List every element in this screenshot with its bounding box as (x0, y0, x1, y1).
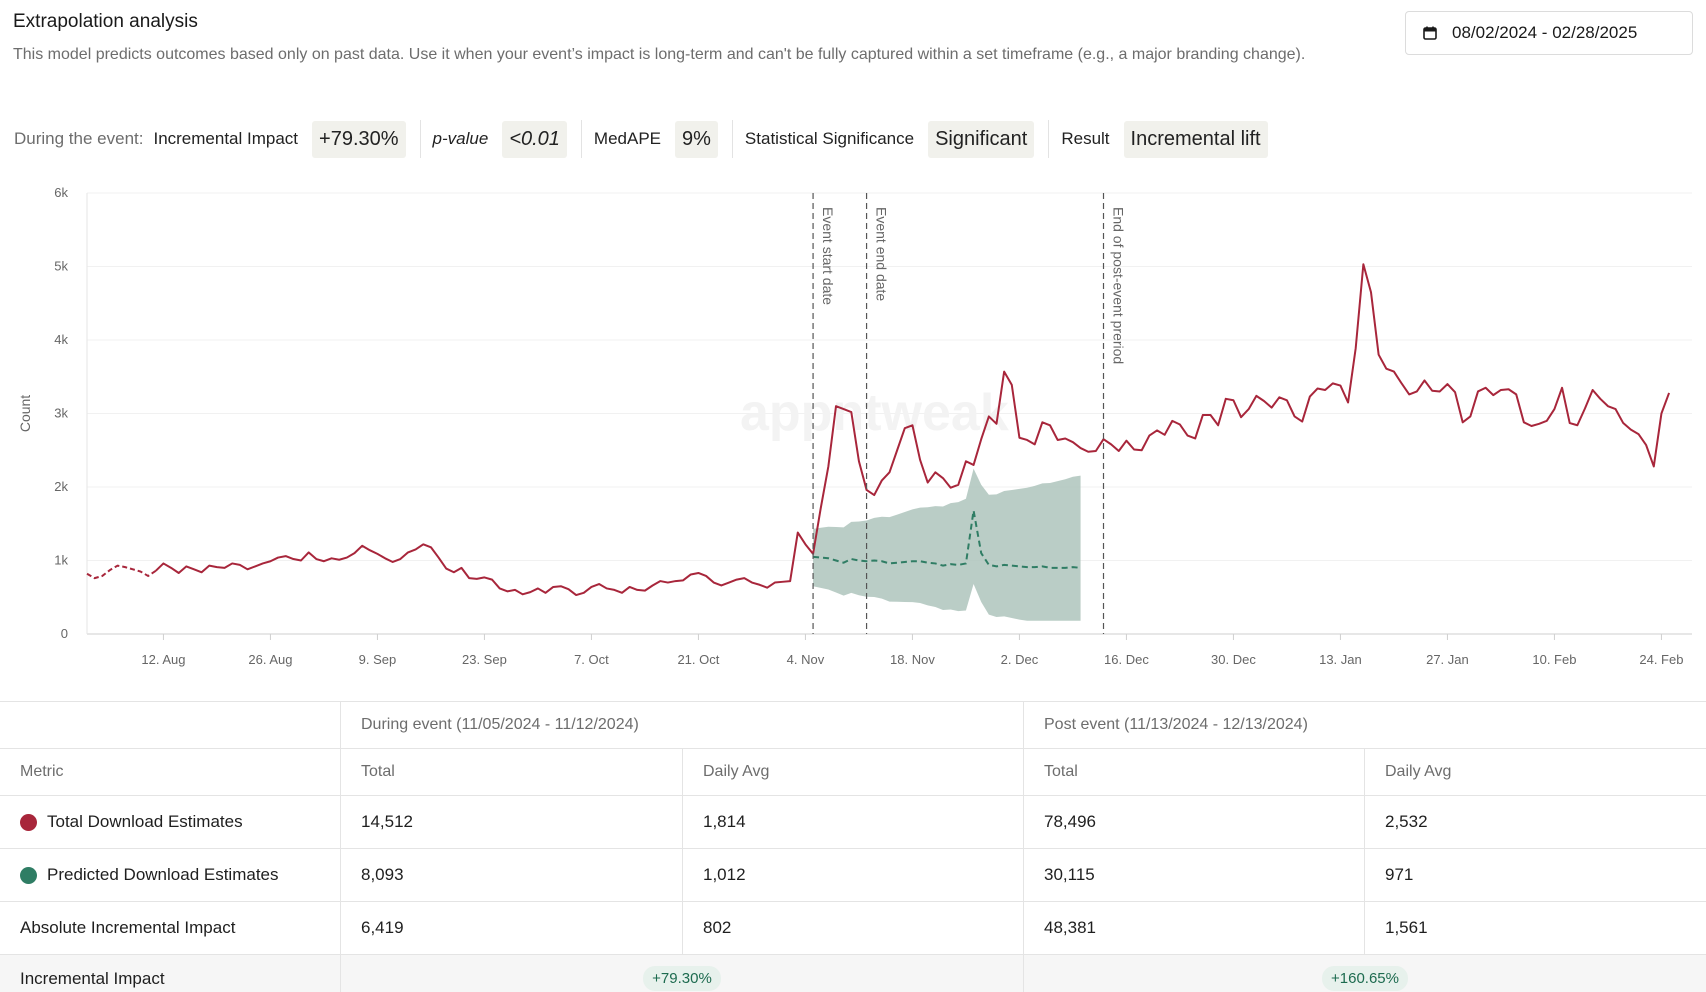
x-tick-label: 10. Feb (1532, 652, 1576, 667)
cell-post-total: 30,115 (1024, 849, 1365, 901)
y-tick-label: 5k (54, 259, 68, 274)
pvalue-value: <0.01 (502, 120, 567, 158)
metrics-bar: During the event: Incremental Impact +79… (14, 119, 1282, 159)
table-row: Total Download Estimates 14,512 1,814 78… (0, 796, 1706, 849)
prediction-interval-band (813, 468, 1081, 621)
column-during-total: Total (341, 749, 683, 795)
y-tick-label: 3k (54, 406, 68, 421)
x-tick-label: 12. Aug (141, 652, 185, 667)
x-tick-label: 27. Jan (1426, 652, 1469, 667)
x-tick-label: 30. Dec (1211, 652, 1256, 667)
incremental-impact-value: +79.30% (312, 120, 406, 158)
x-tick-label: 4. Nov (787, 652, 825, 667)
event-marker-label: Event end date (874, 207, 890, 301)
incremental-impact-label: Incremental Impact (153, 129, 299, 148)
x-tick-label: 24. Feb (1639, 652, 1683, 667)
cell-during-avg: 1,012 (683, 849, 1024, 901)
cell-post-avg: 1,561 (1385, 918, 1428, 937)
cell-during-avg: 802 (683, 902, 1024, 954)
table-row-incremental-impact: Incremental Impact +79.30% +160.65% (0, 955, 1706, 992)
row-metric: Predicted Download Estimates (0, 849, 341, 901)
medape-value: 9% (675, 120, 718, 158)
post-impact-cell: +160.65% (1024, 955, 1706, 992)
cell-during-total: 6,419 (341, 902, 683, 954)
x-tick-label: 16. Dec (1104, 652, 1149, 667)
metrics-prefix: During the event: (14, 129, 144, 148)
page-description: This model predicts outcomes based only … (13, 46, 1306, 63)
results-table: During event (11/05/2024 - 11/12/2024) P… (0, 701, 1706, 992)
result-label: Result (1061, 129, 1110, 148)
y-tick-label: 1k (54, 553, 68, 568)
download-chart[interactable]: 0 1k 2k 3k 4k 5k 6k Count appntweak 12. Aug 26. Au… (0, 180, 1706, 680)
column-during-daily-avg: Daily Avg (683, 749, 1024, 795)
cell-post-total: 78,496 (1024, 796, 1365, 848)
during-impact-badge: +79.30% (643, 966, 721, 991)
page-title: Extrapolation analysis (13, 11, 198, 32)
group-during-event: During event (11/05/2024 - 11/12/2024) (341, 702, 1024, 748)
column-post-total: Total (1024, 749, 1365, 795)
total-download-line (155, 263, 1671, 597)
column-post-daily-avg: Daily Avg (1385, 763, 1452, 780)
predicted-download-line (812, 510, 1081, 569)
date-range-label: 08/02/2024 - 02/28/2025 (1452, 23, 1638, 42)
y-tick-label: 4k (54, 332, 68, 347)
y-tick-label: 2k (54, 479, 68, 494)
metrics-divider (1048, 120, 1050, 158)
group-post-event: Post event (11/13/2024 - 12/13/2024) (1044, 716, 1308, 733)
x-tick-label: 26. Aug (248, 652, 292, 667)
x-tick-label: 7. Oct (574, 652, 609, 667)
x-tick-label: 9. Sep (359, 652, 397, 667)
watermark-logo: appntweak (740, 384, 1009, 442)
total-download-line-dashed (86, 564, 157, 580)
event-marker-label: Event start date (820, 207, 836, 305)
header: Extrapolation analysis This model predic… (13, 11, 1353, 67)
y-tick-label: 0 (61, 626, 68, 641)
predicted-series-dot-icon (20, 866, 37, 884)
cell-during-avg: 1,814 (683, 796, 1024, 848)
x-tick-label: 13. Jan (1319, 652, 1362, 667)
significance-value: Significant (928, 120, 1035, 158)
significance-label: Statistical Significance (744, 129, 915, 148)
y-axis-title: Count (17, 395, 33, 432)
metric-label: Predicted Download Estimates (47, 865, 279, 884)
table-group-spacer (0, 702, 341, 748)
cell-during-total: 8,093 (341, 849, 683, 901)
row-metric: Absolute Incremental Impact (0, 902, 341, 954)
table-column-header: Metric Total Daily Avg Total Daily Avg (0, 749, 1706, 796)
table-row: Absolute Incremental Impact 6,419 802 48… (0, 902, 1706, 955)
date-range-picker[interactable]: 08/02/2024 - 02/28/2025 (1405, 11, 1693, 55)
cell-post-avg: 2,532 (1385, 812, 1428, 831)
x-tick-label: 21. Oct (677, 652, 719, 667)
cell-during-total: 14,512 (341, 796, 683, 848)
metrics-divider (580, 120, 582, 158)
metrics-divider (419, 120, 421, 158)
metric-label: Total Download Estimates (47, 812, 243, 831)
x-tick-label: 18. Nov (890, 652, 935, 667)
pvalue-label: p-value (432, 129, 489, 148)
cell-post-total: 48,381 (1024, 902, 1365, 954)
total-series-dot-icon (20, 813, 37, 831)
result-value: Incremental lift (1123, 120, 1268, 158)
medape-label: MedAPE (593, 129, 662, 148)
event-marker-label: End of post-event preriod (1111, 207, 1127, 364)
table-row: Predicted Download Estimates 8,093 1,012… (0, 849, 1706, 902)
table-group-header: During event (11/05/2024 - 11/12/2024) P… (0, 702, 1706, 749)
row-metric: Incremental Impact (0, 955, 341, 992)
column-metric: Metric (0, 749, 341, 795)
during-impact-cell: +79.30% (341, 955, 1024, 992)
post-impact-badge: +160.65% (1322, 966, 1408, 991)
y-tick-label: 6k (54, 185, 68, 200)
row-metric: Total Download Estimates (0, 796, 341, 848)
calendar-icon (1423, 26, 1437, 40)
x-tick-label: 23. Sep (462, 652, 507, 667)
metrics-divider (731, 120, 733, 158)
cell-post-avg: 971 (1385, 865, 1414, 884)
x-tick-label: 2. Dec (1001, 652, 1039, 667)
